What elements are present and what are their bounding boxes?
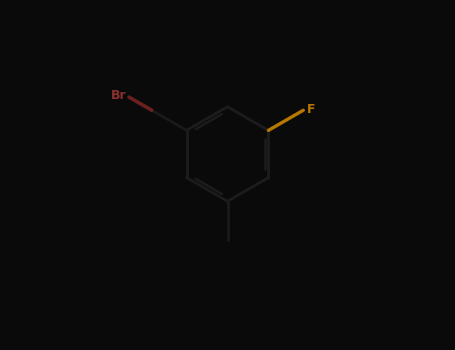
- Text: F: F: [307, 103, 315, 116]
- Text: Br: Br: [111, 89, 126, 102]
